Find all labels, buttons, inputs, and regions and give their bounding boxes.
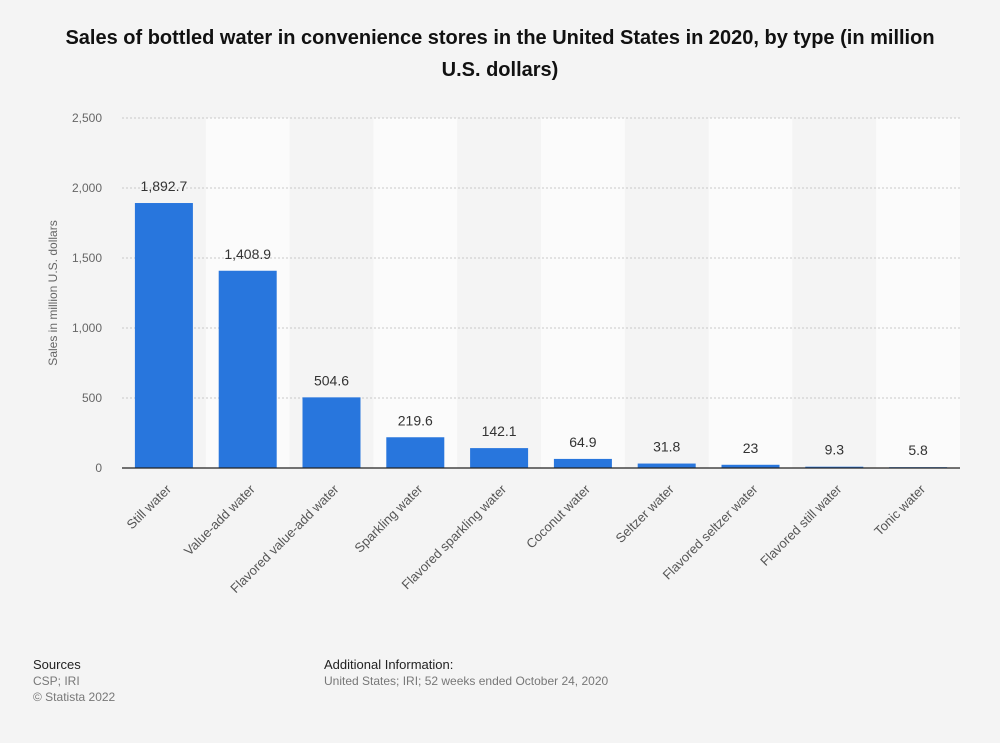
y-tick-label: 1,000 (72, 321, 102, 335)
value-label: 1,408.9 (224, 246, 271, 262)
background-band (373, 118, 458, 468)
sources-block: Sources CSP; IRI © Statista 2022 (33, 657, 115, 705)
category-label: Flavored still water (757, 481, 845, 569)
bar (134, 203, 193, 468)
category-label: Tonic water (871, 481, 929, 539)
bar (302, 397, 361, 468)
bar (218, 270, 277, 468)
value-label: 31.8 (653, 439, 680, 455)
bar (386, 437, 445, 468)
category-label: Still water (124, 481, 175, 532)
chart-title: Sales of bottled water in convenience st… (65, 27, 935, 81)
value-label: 504.6 (314, 372, 349, 388)
additional-info-heading: Additional Information: (324, 657, 454, 672)
additional-info-text: United States; IRI; 52 weeks ended Octob… (324, 674, 609, 688)
background-band (541, 118, 625, 468)
value-label: 219.6 (398, 412, 433, 428)
bar (553, 458, 612, 468)
value-label: 23 (743, 440, 759, 456)
sources-heading: Sources (33, 657, 81, 672)
sources-text: CSP; IRI (33, 674, 80, 688)
background-band (708, 118, 793, 468)
copyright-text: © Statista 2022 (33, 690, 116, 704)
bar (637, 463, 696, 468)
category-label: Coconut water (523, 481, 593, 551)
y-tick-label: 2,500 (72, 111, 102, 125)
bar (721, 464, 780, 468)
y-tick-label: 500 (82, 391, 102, 405)
value-label: 142.1 (482, 423, 517, 439)
category-label: Sparkling water (351, 481, 425, 555)
y-tick-label: 0 (95, 461, 102, 475)
y-tick-label: 2,000 (72, 181, 102, 195)
value-label: 64.9 (569, 434, 596, 450)
additional-info-block: Additional Information: United States; I… (324, 657, 608, 689)
bar (805, 466, 864, 468)
bar (470, 448, 529, 468)
category-label: Value-add water (181, 481, 258, 558)
value-label: 1,892.7 (141, 178, 188, 194)
category-label: Seltzer water (613, 481, 678, 546)
y-axis-title: Sales in million U.S. dollars (46, 220, 60, 365)
value-label: 9.3 (825, 442, 845, 458)
y-tick-label: 1,500 (72, 251, 102, 265)
category-label: Flavored seltzer water (660, 481, 762, 583)
background-band (876, 118, 960, 468)
value-label: 5.8 (908, 442, 928, 458)
